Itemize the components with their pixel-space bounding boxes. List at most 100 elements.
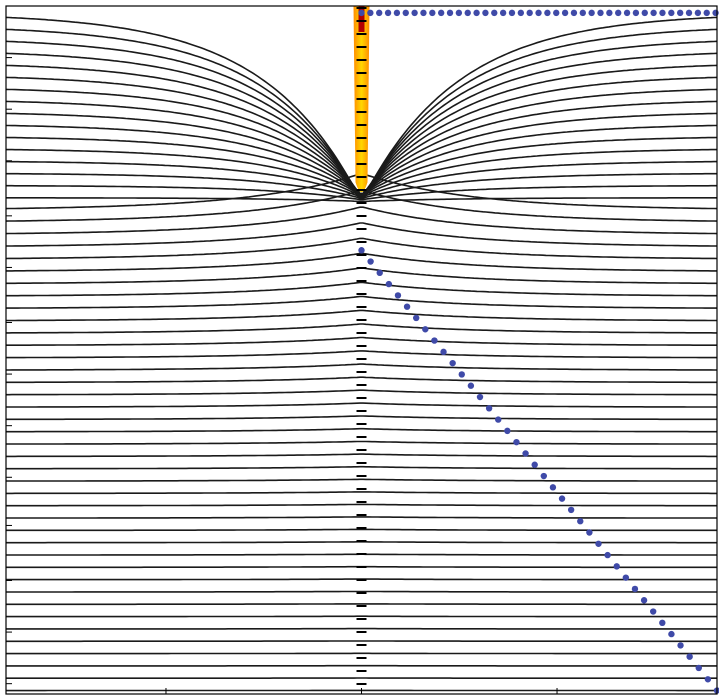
top-marker (588, 9, 595, 17)
top-marker (561, 9, 569, 17)
streamline (6, 363, 717, 371)
streamline (6, 478, 717, 482)
top-marker (367, 9, 374, 17)
streamline (6, 427, 717, 433)
top-marker (641, 9, 648, 17)
diagonal-marker (367, 258, 374, 265)
top-marker (376, 9, 383, 17)
streamline (6, 453, 717, 458)
diagonal-marker (513, 438, 520, 446)
streamline (5, 206, 718, 235)
diagonal-marker (586, 529, 593, 536)
diagonal-marker (631, 585, 639, 593)
top-marker (437, 9, 445, 17)
streamline (6, 309, 717, 322)
streamline (6, 465, 717, 470)
top-marker (446, 9, 454, 17)
top-marker (685, 9, 693, 17)
top-marker (482, 9, 489, 17)
streamline (5, 237, 718, 260)
diagonal-marker (649, 608, 657, 615)
top-marker (517, 9, 525, 17)
diagonal-marker (540, 472, 548, 480)
diagonal-marker (695, 664, 702, 672)
top-marker (508, 9, 516, 17)
top-marker (703, 9, 710, 17)
streamline (6, 402, 717, 408)
diagonal-marker (431, 337, 438, 344)
top-marker (384, 9, 392, 17)
diagonal-marker (467, 382, 475, 389)
diagonal-marker (495, 416, 502, 423)
top-marker (650, 9, 657, 17)
streamline (6, 590, 717, 593)
top-marker (606, 9, 613, 17)
diagonal-marker (485, 405, 493, 412)
diagonal-marker (613, 563, 620, 570)
streamline (6, 389, 717, 396)
top-marker (455, 9, 463, 17)
streamline (6, 336, 717, 346)
diagonal-marker (604, 551, 611, 559)
top-marker (659, 9, 666, 17)
top-marker (712, 9, 719, 17)
streamline (5, 136, 718, 196)
diagonal-marker (704, 676, 712, 683)
streamline (6, 350, 717, 359)
diagonal-marker (522, 450, 529, 457)
diagonal-marker (385, 280, 393, 288)
diagonal-marker (504, 427, 511, 435)
top-marker (597, 9, 604, 17)
diagonal-marker (549, 484, 557, 491)
streamline (6, 516, 717, 519)
top-marker (579, 9, 586, 17)
streamline (6, 295, 717, 309)
diagonal-marker (403, 303, 411, 310)
top-marker (623, 9, 631, 17)
diagonal-marker (412, 314, 420, 322)
streamline (6, 184, 717, 201)
diagonal-marker (449, 359, 456, 367)
top-marker (544, 9, 551, 17)
streamline (6, 222, 717, 247)
crack-tip (358, 6, 365, 32)
streamlines-group (5, 16, 718, 692)
streamline (6, 491, 717, 495)
diagonal-marker (677, 642, 684, 649)
streamline (6, 528, 717, 532)
streamline (6, 503, 717, 507)
diagonal-marker (668, 630, 675, 638)
diagonal-marker (622, 574, 630, 581)
centerline-group (356, 7, 367, 685)
top-marker (694, 9, 702, 17)
diagonal-marker (440, 348, 447, 356)
top-marker (668, 9, 675, 17)
diagonal-marker (376, 269, 383, 277)
diagonal-marker (394, 292, 402, 299)
top-marker (676, 9, 684, 17)
streamline (6, 160, 717, 198)
top-marker (393, 9, 401, 17)
diagonal-marker (531, 461, 538, 468)
streamline (6, 148, 717, 197)
diagonal-marker (358, 247, 365, 254)
streamline (6, 415, 717, 421)
top-marker (358, 9, 365, 17)
streamline (6, 197, 717, 203)
diagonal-marker (558, 495, 566, 502)
diagonal-marker (476, 393, 484, 401)
streamline (6, 376, 717, 384)
top-marker (535, 9, 542, 17)
top-marker (429, 9, 436, 17)
diagonal-marker (422, 326, 429, 333)
top-marker (402, 9, 409, 17)
top-marker (420, 9, 427, 17)
top-marker (491, 9, 498, 17)
ticks-group (6, 57, 558, 694)
top-marker (411, 9, 418, 17)
diagonal-marker (577, 518, 584, 525)
top-marker (473, 9, 480, 17)
top-marker (526, 9, 533, 17)
diagonal-marker (458, 371, 465, 378)
